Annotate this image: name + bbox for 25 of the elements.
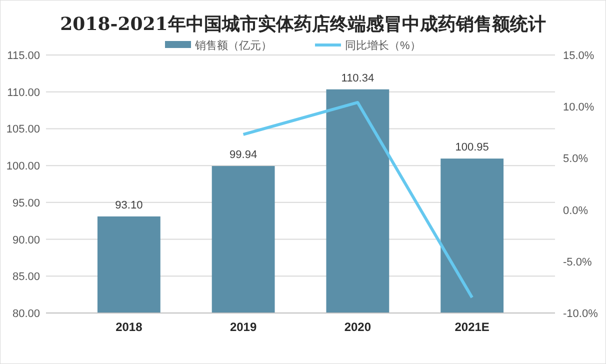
y-tick-label: 115.00 — [7, 50, 40, 62]
legend-label: 销售额（亿元） — [194, 39, 272, 52]
y2-tick-label: 15.0% — [563, 50, 594, 62]
y-tick-label: 100.00 — [6, 160, 40, 173]
x-tick-label: 2018 — [116, 320, 143, 334]
chart-title: 2018-2021年中国城市实体药店终端感冒中成药销售额统计 — [60, 14, 546, 35]
x-tick-label: 2021E — [454, 320, 490, 334]
y2-tick-label: -5.0% — [563, 256, 592, 268]
y-tick-label: 90.00 — [12, 234, 40, 246]
y-tick-label: 80.00 — [12, 308, 40, 320]
data-label: 99.94 — [230, 149, 258, 162]
y-tick-label: 105.00 — [6, 124, 40, 136]
y2-tick-label: -10.0% — [563, 308, 598, 320]
x-tick-label: 2020 — [344, 320, 372, 334]
y-tick-label: 95.00 — [12, 197, 40, 210]
y-tick-label: 85.00 — [12, 271, 40, 284]
data-label: 110.34 — [341, 72, 374, 84]
legend-label: 同比增长（%） — [345, 39, 421, 52]
data-label: 100.95 — [455, 142, 489, 154]
data-label: 93.10 — [115, 199, 143, 212]
y-tick-label: 110.00 — [7, 86, 40, 99]
y2-tick-label: 0.0% — [563, 204, 588, 217]
y2-tick-label: 5.0% — [563, 153, 588, 166]
x-tick-label: 2019 — [230, 320, 257, 334]
y2-tick-label: 10.0% — [563, 102, 594, 114]
